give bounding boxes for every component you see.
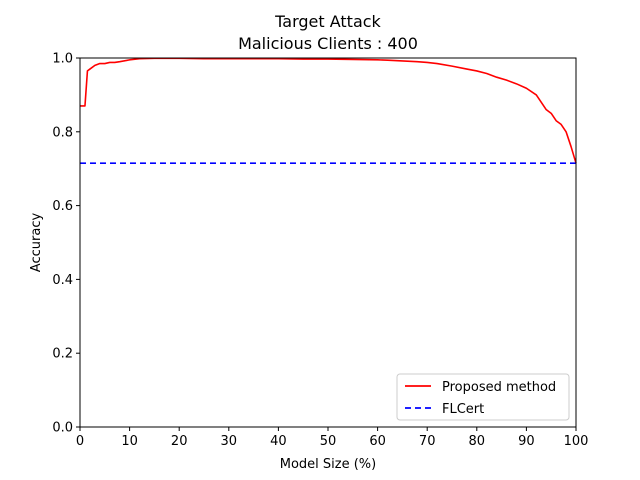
series-layer (80, 57, 577, 164)
x-tick-label: 0 (76, 434, 84, 449)
y-tick-label: 0.2 (52, 347, 73, 362)
legend-box (396, 373, 570, 421)
legend-label-flcert: FLCert (442, 402, 484, 417)
x-tick-label: 90 (518, 434, 535, 449)
legend-label-proposed-method: Proposed method (442, 380, 556, 395)
legend: Proposed method FLCert (396, 373, 570, 421)
x-tick-label: 60 (369, 434, 386, 449)
ticks-layer: 0 10 20 30 40 50 60 70 80 90 100 0.0 0.2 0.4 0.6 0.8 1.0 (52, 52, 588, 450)
x-axis-label: Model Size (%) (280, 457, 376, 472)
y-tick-label: 0.6 (52, 199, 73, 214)
y-tick-label: 0.0 (52, 421, 73, 436)
y-tick-label: 0.8 (52, 125, 73, 140)
x-tick-label: 40 (270, 434, 287, 449)
y-axis-label: Accuracy (29, 213, 44, 273)
plot-frame (79, 57, 577, 428)
y-tick-label: 0.4 (52, 273, 73, 288)
x-tick-label: 50 (320, 434, 337, 449)
x-tick-label: 70 (419, 434, 436, 449)
chart-title: Target Attack (274, 12, 381, 31)
x-tick-label: 100 (564, 434, 589, 449)
x-tick-label: 10 (121, 434, 138, 449)
series-line-proposed-method (80, 57, 577, 164)
chart-subtitle: Malicious Clients : 400 (238, 34, 418, 53)
x-tick-label: 80 (469, 434, 486, 449)
y-tick-label: 1.0 (52, 52, 73, 67)
x-tick-label: 30 (221, 434, 238, 449)
x-tick-label: 20 (171, 434, 188, 449)
